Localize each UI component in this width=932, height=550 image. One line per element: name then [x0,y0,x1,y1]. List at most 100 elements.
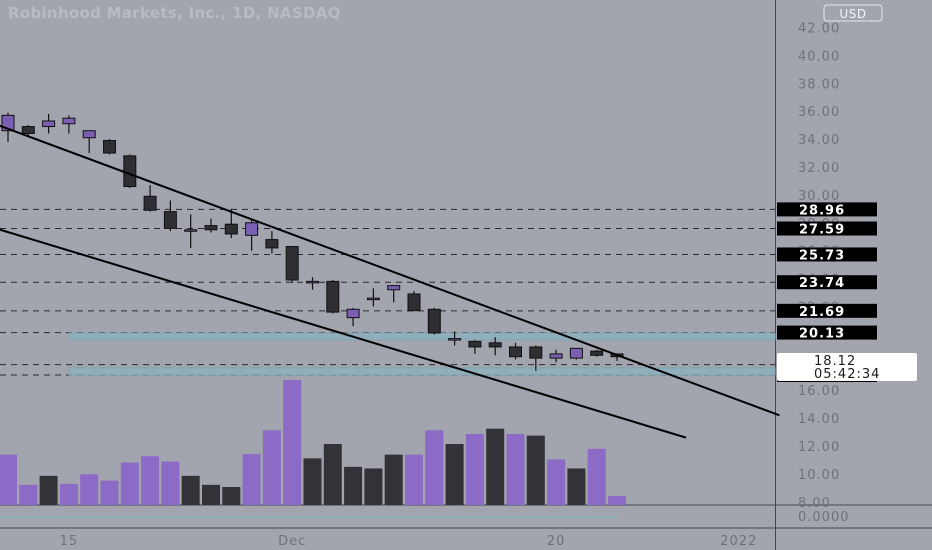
candle-body [488,342,502,348]
price-tick: 8.00 [798,496,831,511]
price-tick: 36.00 [798,105,840,120]
volume-bar [100,480,119,505]
current-price-label: 18.12 05:42:34 [777,353,917,382]
volume-bars [0,379,626,505]
candle-body [184,229,198,232]
candle-body [265,239,279,249]
candle-body [346,308,360,319]
time-axis-ticks: 15 Dec 20 2022 [60,534,757,549]
price-tick: 42.00 [798,22,840,37]
volume-bar [19,484,38,505]
candle-body [326,280,340,313]
volume-bar [323,444,342,505]
candle-body [387,285,401,291]
price-tick: 16.00 [798,384,840,399]
volume-bar [405,454,423,505]
current-price: 18.12 [814,354,856,369]
volume-bar [262,430,281,505]
zone-rect [68,332,776,341]
volume-bar [526,435,545,505]
candle-body [448,338,462,341]
volume-bar [141,456,160,505]
bar-countdown: 05:42:34 [814,367,880,382]
currency-badge[interactable]: USD [823,4,883,22]
candle-body [224,223,238,235]
candle-body [245,222,259,236]
candle-body [62,117,76,125]
candle-body [468,340,482,348]
level-label-bg [777,275,877,290]
price-tick: 40.00 [798,49,840,64]
level-label: 28.96 [799,203,845,218]
level-label: 25.73 [799,248,845,263]
candle-body [590,350,604,356]
volume-bar [344,466,363,505]
volume-bar [303,458,322,505]
price-tick: 38.00 [798,77,840,92]
volume-bar [608,495,626,505]
candle-body [306,280,319,284]
trendline-upper-channel [0,124,780,417]
time-tick: 20 [547,534,566,549]
time-tick: Dec [278,534,306,549]
volume-bar [425,430,444,505]
candle-body [163,211,177,229]
level-label-bg [777,247,877,262]
time-tick: 15 [60,534,79,549]
candle-body [123,155,137,188]
volume-bar [567,468,586,505]
chart-title: Robinhood Markets, Inc., 1D, NASDAQ [8,4,341,22]
level-label-bg [777,325,877,340]
level-label: 21.69 [799,305,845,320]
volume-bar [486,428,505,505]
candlesticks [1,112,624,371]
volume-bar [120,462,139,505]
zone-rect [68,367,776,376]
price-tick: 12.00 [798,440,840,455]
volume-bar [181,475,200,505]
level-label: 23.74 [799,276,845,291]
volume-bar [506,433,525,505]
price-tick: 30.00 [798,189,840,204]
candle-body [407,293,421,312]
candle-body [82,130,96,139]
volume-bar [547,459,566,505]
candle-body [549,353,563,359]
candle-body [366,297,380,301]
volume-bar [384,454,403,505]
volume-bar [80,474,99,505]
candle-body [427,308,441,334]
volume-bar [0,454,17,505]
level-label: 20.13 [799,327,845,342]
price-tick: 32.00 [798,161,840,176]
price-tick: 14.00 [798,412,840,427]
candle-body [204,225,218,231]
volume-axis-label: 0.0000 [798,510,850,525]
volume-bar [587,448,606,505]
volume-bar [59,483,78,505]
currency-label: USD [839,7,866,21]
volume-bar [242,454,261,505]
level-label-bg [777,202,877,217]
support-resistance-zones [68,332,776,376]
level-label-bg [777,221,877,236]
volume-bar [222,486,241,505]
volume-bar [465,433,484,505]
candle-body [509,346,522,358]
volume-bar [39,475,58,505]
candle-body [143,195,157,211]
candle-body [21,126,35,135]
time-tick: 2022 [720,534,757,549]
level-label-bg [777,303,877,318]
volume-bar [364,468,383,505]
candle-body [285,246,299,281]
trendline-lower-channel [0,228,687,439]
candle-body [569,347,583,359]
level-label: 27.59 [799,223,845,238]
volume-bar [161,461,180,505]
volume-bar [202,484,220,505]
price-tick: 34.00 [798,133,840,148]
volume-bar [445,444,464,505]
channel-trendlines[interactable] [0,99,780,439]
